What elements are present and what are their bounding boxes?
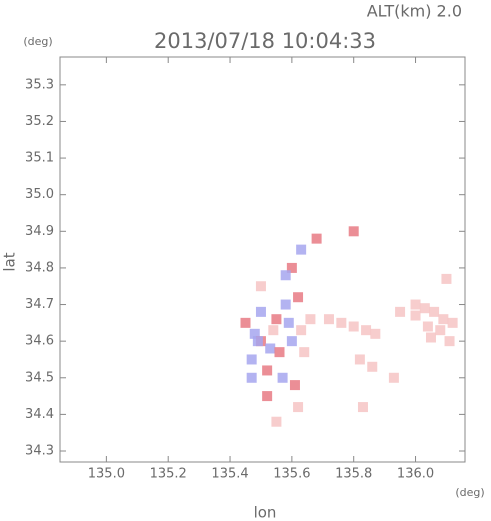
x-tick-label: 135.4: [211, 467, 248, 482]
y-tick-label: 34.8: [25, 260, 54, 275]
chart-subtitle: ALT(km) 2.0: [367, 2, 462, 21]
y-tick-label: 34.7: [25, 297, 54, 312]
plot-frame: [59, 56, 466, 463]
echo-point: [252, 336, 263, 347]
x-tick-label: 135.8: [335, 467, 372, 482]
echo-point: [348, 321, 359, 332]
echo-point: [255, 306, 266, 317]
echo-point: [283, 317, 294, 328]
echo-point: [441, 273, 452, 284]
echo-point: [444, 336, 455, 347]
echo-point: [289, 380, 300, 391]
x-tick-label: 136.0: [397, 467, 434, 482]
echo-point: [435, 325, 446, 336]
echo-point: [293, 402, 304, 413]
echo-point: [286, 336, 297, 347]
echo-point: [299, 347, 310, 358]
echo-point: [280, 299, 291, 310]
chart-title: 2013/07/18 10:04:33: [154, 29, 376, 53]
y-tick-label: 35.2: [25, 114, 54, 129]
echo-point: [305, 314, 316, 325]
echo-point: [429, 306, 440, 317]
y-tick-label: 35.1: [25, 151, 54, 166]
echo-point: [262, 365, 273, 376]
y-tick-label: 35.0: [25, 187, 54, 202]
echo-point: [388, 372, 399, 383]
echo-point: [354, 354, 365, 365]
y-axis-label: lat: [1, 252, 19, 271]
echo-point: [246, 372, 257, 383]
echo-point: [280, 270, 291, 281]
echo-point: [348, 226, 359, 237]
echo-point: [240, 317, 251, 328]
echo-point: [271, 416, 282, 427]
x-tick-label: 135.2: [150, 467, 187, 482]
echo-point: [265, 343, 276, 354]
echo-point: [255, 281, 266, 292]
echo-point: [447, 317, 458, 328]
echo-point: [311, 233, 322, 244]
y-tick-label: 34.3: [25, 444, 54, 459]
echo-point: [249, 328, 260, 339]
y-tick-label: 34.9: [25, 224, 54, 239]
echo-point: [271, 314, 282, 325]
echo-point: [438, 314, 449, 325]
echo-point: [395, 306, 406, 317]
echo-point: [410, 310, 421, 321]
x-tick-label: 135.0: [88, 467, 125, 482]
echo-point: [268, 325, 279, 336]
echo-point: [262, 391, 273, 402]
y-tick-label: 34.5: [25, 370, 54, 385]
y-unit: (deg): [23, 35, 52, 48]
echo-point: [419, 303, 430, 314]
echo-point: [286, 262, 297, 273]
echo-point: [367, 361, 378, 372]
echo-point: [277, 372, 288, 383]
echo-point: [422, 321, 433, 332]
y-tick-label: 34.6: [25, 334, 54, 349]
echo-point: [293, 292, 304, 303]
echo-point: [336, 317, 347, 328]
echo-point: [425, 332, 436, 343]
echo-point: [357, 402, 368, 413]
echo-point: [296, 325, 307, 336]
y-tick-label: 34.4: [25, 407, 54, 422]
x-unit: (deg): [455, 486, 484, 499]
echo-point: [323, 314, 334, 325]
echo-point: [410, 299, 421, 310]
y-tick-label: 35.3: [25, 77, 54, 92]
x-tick-label: 135.6: [273, 467, 310, 482]
echo-point: [370, 328, 381, 339]
echo-point: [361, 325, 372, 336]
x-axis-label: lon: [254, 504, 277, 521]
echo-point: [274, 347, 285, 358]
echo-point: [246, 354, 257, 365]
echo-point: [296, 244, 307, 255]
